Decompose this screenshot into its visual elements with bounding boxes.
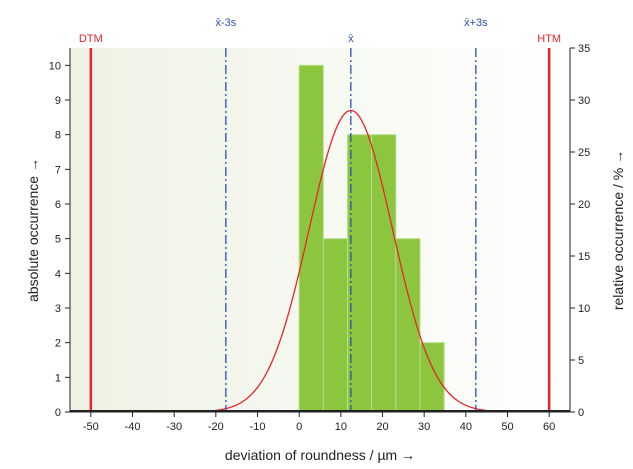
y-tick-label: 0: [55, 407, 61, 419]
y-tick-label: 1: [55, 372, 61, 384]
y-tick-label: 6: [55, 199, 61, 211]
y-right-tick-label: 5: [578, 355, 584, 367]
x-tick-label: -10: [250, 421, 266, 433]
y-tick-label: 2: [55, 338, 61, 350]
y-tick-label: 8: [55, 130, 61, 142]
marker-lines-group: DTM HTM x̄-3s x̄ x̄+3s: [79, 17, 561, 412]
stat-label-1: x̄: [348, 33, 354, 45]
y-axis-title: absolute occurrence →: [25, 158, 41, 302]
limit-label-htm: HTM: [537, 33, 561, 45]
y-tick-label: 10: [49, 60, 61, 72]
x-tick-label: 40: [460, 421, 472, 433]
histogram-bar-1: [322, 238, 349, 413]
x-tick-label: 20: [376, 421, 388, 433]
x-tick-label: 50: [501, 421, 513, 433]
x-tick-label: 0: [296, 421, 302, 433]
histogram-bar-5: [419, 342, 445, 413]
histogram-bar-3: [371, 134, 397, 413]
y-tick-label: 4: [55, 268, 61, 280]
stat-label-2: x̄+3s: [464, 17, 488, 29]
x-tick-label: -40: [125, 421, 141, 433]
x-tick-label: -50: [83, 421, 99, 433]
y-tick-label: 3: [55, 303, 61, 315]
y-right-tick-label: 10: [578, 303, 590, 315]
y-tick-label: 7: [55, 164, 61, 176]
x-tick-label: -20: [208, 421, 224, 433]
axes-group: -50 -40 -30 -20 -10 0 10 20 30 40 50 60012345678910…: [49, 43, 591, 433]
y-tick-label: 9: [55, 95, 61, 107]
x-tick-label: 10: [335, 421, 347, 433]
histogram-bar-0: [298, 64, 324, 413]
y-right-tick-label: 20: [578, 199, 590, 211]
y-right-tick-label: 15: [578, 251, 590, 263]
y-right-tick-label: 0: [578, 407, 584, 419]
stat-label-0: x̄-3s: [215, 17, 236, 29]
x-tick-label: 30: [418, 421, 430, 433]
limit-label-dtm: DTM: [79, 33, 103, 45]
y-right-tick-label: 25: [578, 147, 590, 159]
x-tick-label: -30: [166, 421, 182, 433]
y-right-axis-title: relative occurrence / % →: [610, 150, 626, 310]
x-tick-label: 60: [543, 421, 555, 433]
y-tick-label: 5: [55, 234, 61, 246]
y-right-tick-label: 30: [578, 95, 590, 107]
histogram-bar-2: [347, 134, 373, 413]
x-axis-title: deviation of roundness / µm →: [225, 447, 415, 463]
y-right-tick-label: 35: [578, 43, 590, 55]
